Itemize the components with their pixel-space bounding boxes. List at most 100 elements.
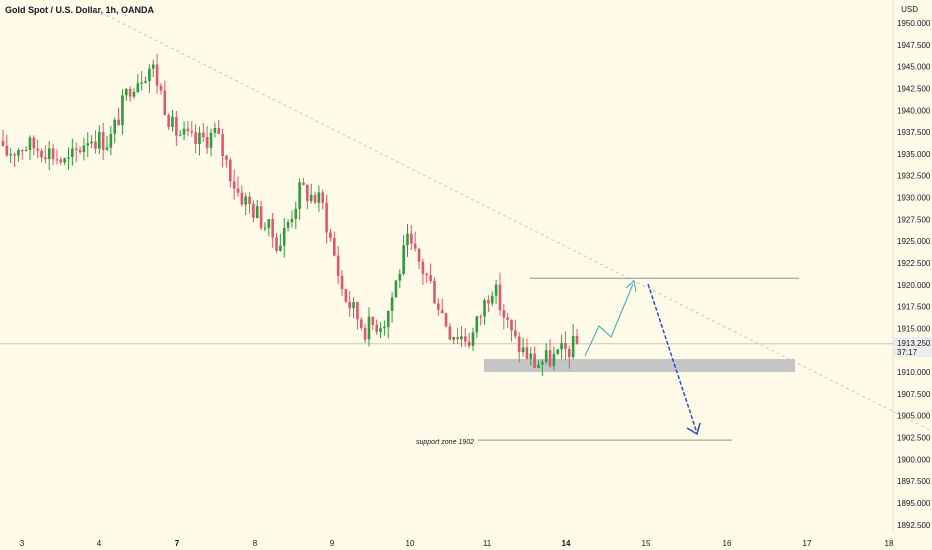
down-candle [336,255,340,276]
price-tick-label: 1950.000 [897,19,931,28]
down-candle [348,301,352,309]
up-candle [148,68,151,82]
down-candle [20,150,24,152]
down-candle [252,204,255,218]
down-candle [40,150,43,158]
currency-label: USD [901,5,918,14]
down-candle [440,309,444,314]
down-candle [514,330,517,337]
up-candle [9,154,13,156]
up-candle [105,147,109,150]
down-candle [94,141,97,149]
down-candle [479,316,482,318]
down-candle [371,316,375,325]
price-tick-label: 1910.000 [897,368,931,377]
down-candle [186,128,190,132]
up-candle [140,82,143,84]
bullish-arrowhead [625,280,637,293]
down-candle [194,132,197,144]
time-tick-label: 7 [175,539,180,548]
down-candle [306,184,309,201]
down-candle [344,289,348,302]
down-candle [221,133,224,156]
down-candle [506,317,509,320]
up-candle [209,132,213,148]
drawings-front [584,280,701,436]
up-candle [309,194,313,201]
price-tick-label: 1915.000 [897,324,931,333]
down-candle [275,237,278,251]
price-tick-label: 1917.500 [897,303,931,312]
up-candle [132,92,136,97]
up-candle [136,83,140,93]
support-zone-label: support zone 1902 [416,439,474,446]
up-candle [67,157,70,159]
up-candle [63,158,66,163]
up-candle [294,208,298,219]
up-candle [151,64,155,69]
price-tick-label: 1892.500 [897,521,931,530]
up-candle [394,280,398,298]
down-candle [425,273,429,276]
price-tick-label: 1947.500 [897,41,931,50]
down-candle [159,85,163,91]
current-price-tag: 1913.250 37:17 [894,337,932,357]
down-candle [13,154,16,156]
time-tick-label: 9 [330,539,335,548]
support-zone-box [484,358,795,373]
time-tick-label: 17 [803,539,812,548]
chart-title: Gold Spot / U.S. Dollar, 1h, OANDA [5,5,155,15]
up-candle [475,316,479,333]
up-candle [286,222,290,228]
down-candle [36,148,39,151]
up-candle [552,353,556,366]
up-candle [290,218,294,223]
down-candle [225,155,228,160]
down-candle [421,261,425,274]
up-candle [571,335,575,358]
down-candle [413,243,417,249]
time-tick-label: 4 [97,539,102,548]
up-candle [255,206,259,218]
time-axis[interactable]: 3 4 7 8 9 10 11 14 15 16 17 18 [20,539,894,548]
up-candle [529,353,533,359]
down-candle [167,115,170,127]
up-candle [402,245,405,274]
bullish-projection-path [584,283,634,357]
down-candle [510,319,513,331]
up-candle [98,131,101,149]
up-candle [483,300,486,317]
time-tick-label: 18 [885,539,894,548]
time-tick-label: 14 [562,539,571,548]
price-axis[interactable]: 1950.000 1947.500 1945.000 1942.500 1940.000… [897,19,931,530]
up-candle [71,148,74,158]
up-candle [398,273,402,281]
down-candle [525,347,529,359]
up-candle [383,326,386,329]
up-candle [144,81,147,83]
up-candle [47,148,51,160]
up-candle [263,227,267,229]
up-candle [244,196,247,205]
up-candle [544,350,548,362]
price-tick-label: 1905.000 [897,412,931,421]
down-candle [302,182,305,185]
up-candle [213,128,217,133]
down-candle [190,131,194,133]
up-candle [109,133,113,148]
up-candle [560,343,563,350]
down-candle [467,341,471,346]
down-candle [51,148,55,160]
down-candle [333,237,336,256]
down-candle [128,89,132,97]
up-candle [298,182,301,209]
down-candle [444,313,448,327]
down-candle [248,196,251,205]
down-candle [564,343,567,349]
price-tick-label: 1920.000 [897,281,931,290]
down-candle [463,336,467,342]
time-tick-label: 10 [406,539,415,548]
up-candle [121,95,124,126]
price-tick-label: 1907.500 [897,390,931,399]
